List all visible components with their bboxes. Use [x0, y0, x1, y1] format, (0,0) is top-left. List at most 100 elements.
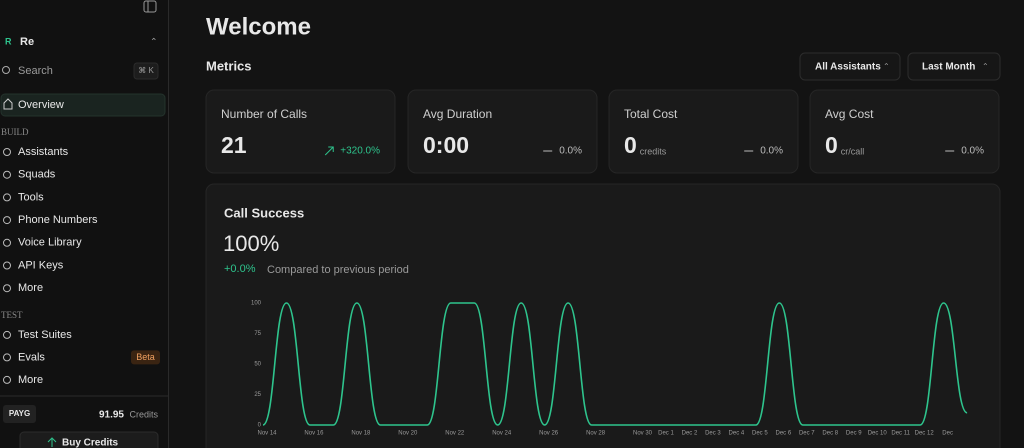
metric-label: Number of Calls — [221, 107, 307, 121]
nav-item[interactable]: API Keys — [18, 259, 64, 271]
x-tick-label: Nov 22 — [445, 431, 465, 437]
metric-change: +320.0% — [340, 146, 380, 157]
metric-value: 21 — [221, 132, 247, 158]
filter[interactable]: All Assistants — [815, 62, 881, 73]
x-tick-label: Dec 6 — [775, 431, 791, 437]
metric-value: 0 — [624, 132, 637, 158]
workspace-badge: R — [5, 36, 12, 46]
filter[interactable]: Last Month — [922, 62, 975, 73]
nav-item[interactable]: Phone Numbers — [18, 214, 98, 226]
buy-button[interactable] — [19, 431, 159, 448]
workspace-name[interactable]: Re — [20, 36, 34, 48]
nav-item[interactable]: Squads — [18, 169, 56, 181]
filter-box[interactable] — [907, 52, 1001, 81]
nav-item[interactable]: Evals — [18, 351, 45, 363]
metric-change: 0.0% — [760, 146, 783, 157]
nav-item[interactable]: Tools — [18, 191, 44, 203]
badge: Beta — [136, 352, 155, 362]
metric-card — [809, 89, 1000, 174]
x-tick-label: Dec 1 — [658, 431, 674, 437]
nav-icon — [3, 238, 11, 247]
workspace-switch[interactable]: ⌃ — [150, 36, 158, 46]
search-icon — [2, 66, 10, 74]
sidebar-toggle[interactable] — [143, 0, 157, 13]
nav-active[interactable] — [0, 93, 166, 117]
overview-icon — [3, 98, 13, 110]
x-tick-label: Dec 9 — [846, 431, 862, 437]
y-tick-label: 75 — [254, 331, 261, 337]
metric-card — [205, 89, 396, 174]
buy-label[interactable]: Buy Credits — [62, 438, 119, 448]
badge-box — [131, 350, 160, 365]
chart-card — [205, 183, 1001, 448]
nav-icon — [3, 148, 11, 156]
metric-label: Total Cost — [624, 107, 678, 121]
nav-icon — [3, 193, 11, 202]
y-tick-label: 50 — [254, 362, 261, 368]
credits-unit: Credits — [129, 409, 158, 419]
section-label: TEST — [1, 310, 23, 320]
plan-box — [3, 405, 36, 423]
nav-icon — [3, 216, 11, 225]
nav-item[interactable]: More — [18, 282, 43, 294]
page-title: Welcome — [206, 13, 311, 40]
nav-icon — [3, 330, 11, 339]
trend-icon — [324, 146, 334, 156]
x-tick-label: Dec — [942, 431, 953, 437]
x-tick-label: Nov 26 — [539, 431, 559, 437]
metric-label: Avg Duration — [423, 107, 492, 121]
nav-icon — [3, 284, 11, 293]
x-tick-label: Dec 3 — [705, 431, 721, 437]
x-tick-label: Nov 24 — [492, 431, 512, 437]
filter-box[interactable] — [799, 52, 901, 81]
y-tick-label: 100 — [251, 301, 262, 307]
metric-unit: credits — [640, 146, 667, 156]
nav-icon — [3, 170, 11, 179]
nav-icon — [3, 375, 11, 384]
chart-change-note: Compared to previous period — [267, 264, 409, 276]
search-shortcut-box — [133, 62, 159, 80]
x-tick-label: Dec 12 — [915, 431, 935, 437]
nav-icon — [3, 261, 11, 270]
nav-item[interactable]: Assistants — [18, 146, 69, 158]
credits: 91.95 — [99, 410, 124, 421]
x-tick-label: Nov 30 — [633, 431, 653, 437]
nav-item[interactable]: Voice Library — [18, 237, 82, 249]
line-series — [262, 302, 968, 426]
x-tick-label: Nov 18 — [351, 431, 371, 437]
x-tick-label: Nov 16 — [304, 431, 324, 437]
x-tick-label: Dec 11 — [891, 431, 910, 437]
x-tick-label: Dec 4 — [729, 431, 745, 437]
metric-change: 0.0% — [961, 146, 984, 157]
section-title: Metrics — [206, 58, 252, 73]
metric-card — [407, 89, 598, 174]
x-tick-label: Dec 8 — [822, 431, 838, 437]
x-tick-label: Dec 5 — [752, 431, 768, 437]
metric-change: 0.0% — [559, 146, 582, 157]
chart-change: +0.0% — [224, 263, 256, 275]
chart-headline: 100% — [223, 231, 279, 256]
section-label: BUILD — [1, 127, 29, 137]
x-tick-label: Dec 2 — [682, 431, 698, 437]
metric-value: 0 — [825, 132, 838, 158]
plan: PAYG — [9, 409, 30, 418]
chart-title: Call Success — [224, 205, 304, 220]
x-tick-label: Dec 10 — [868, 431, 888, 437]
metric-label: Avg Cost — [825, 107, 874, 121]
search-input[interactable]: Search — [18, 65, 53, 77]
nav-icon — [3, 353, 11, 362]
x-tick-label: Nov 28 — [586, 431, 606, 437]
filter-caret: ⌃ — [883, 62, 890, 71]
x-tick-label: Nov 14 — [257, 431, 277, 437]
nav-item[interactable]: Test Suites — [18, 329, 72, 341]
nav-item[interactable]: More — [18, 374, 43, 386]
metric-card — [608, 89, 799, 174]
y-tick-label: 25 — [254, 392, 261, 398]
buy-icon — [47, 437, 57, 447]
y-tick-label: 0 — [258, 423, 262, 429]
nav-overview[interactable]: Overview — [18, 99, 64, 111]
metric-value: 0:00 — [423, 132, 469, 158]
x-tick-label: Dec 7 — [799, 431, 815, 437]
